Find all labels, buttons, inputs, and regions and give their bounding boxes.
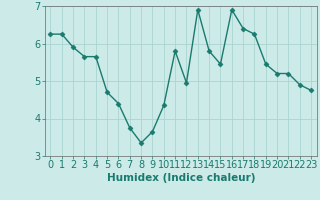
X-axis label: Humidex (Indice chaleur): Humidex (Indice chaleur) — [107, 173, 255, 183]
